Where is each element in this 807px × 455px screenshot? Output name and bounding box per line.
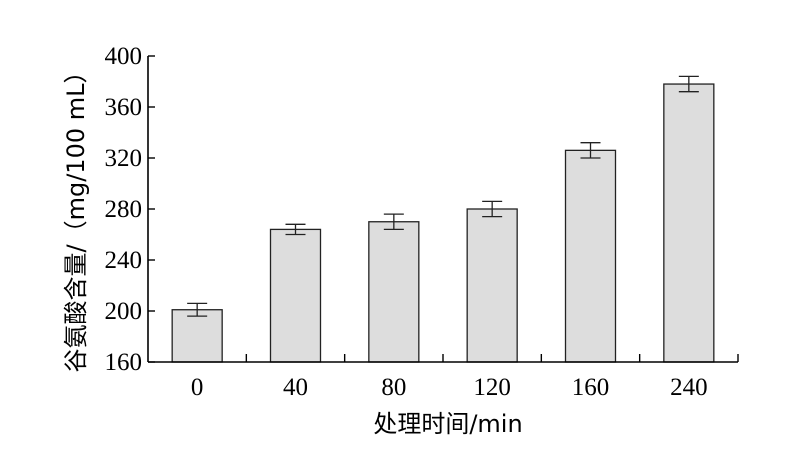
y-tick-label: 240 [105, 247, 143, 274]
error-bar [580, 142, 601, 159]
bar [171, 309, 223, 363]
y-axis-title: 谷氨酸含量/（mg/100 mL） [62, 60, 90, 373]
bar [368, 221, 420, 363]
error-bars-layer [187, 75, 699, 317]
bar [269, 228, 322, 363]
bar [466, 208, 518, 363]
y-ticks: 160 200 240 280 320 360 400 [105, 43, 155, 376]
x-tick-label: 240 [670, 374, 708, 401]
bar [564, 149, 617, 363]
y-tick-label: 160 [105, 349, 143, 376]
y-tick-label: 400 [105, 43, 143, 70]
error-bar [285, 223, 306, 236]
error-bar [383, 213, 404, 231]
bar [663, 83, 715, 363]
error-bar [482, 200, 503, 218]
x-tick-label: 80 [381, 374, 406, 401]
x-tick-label: 120 [473, 374, 511, 401]
y-tick-label: 360 [105, 94, 143, 121]
error-bar [187, 302, 208, 317]
x-ticks: 0 40 80 120 160 240 [191, 354, 739, 401]
y-tick-label: 320 [105, 145, 143, 172]
x-tick-label: 160 [572, 374, 610, 401]
x-tick-label: 40 [283, 374, 308, 401]
y-tick-label: 200 [105, 298, 143, 325]
x-tick-label: 0 [191, 374, 204, 401]
error-bar [678, 75, 699, 93]
x-axis-title: 处理时间/min [373, 410, 522, 438]
bars-layer [171, 83, 715, 363]
y-tick-label: 280 [105, 196, 143, 223]
